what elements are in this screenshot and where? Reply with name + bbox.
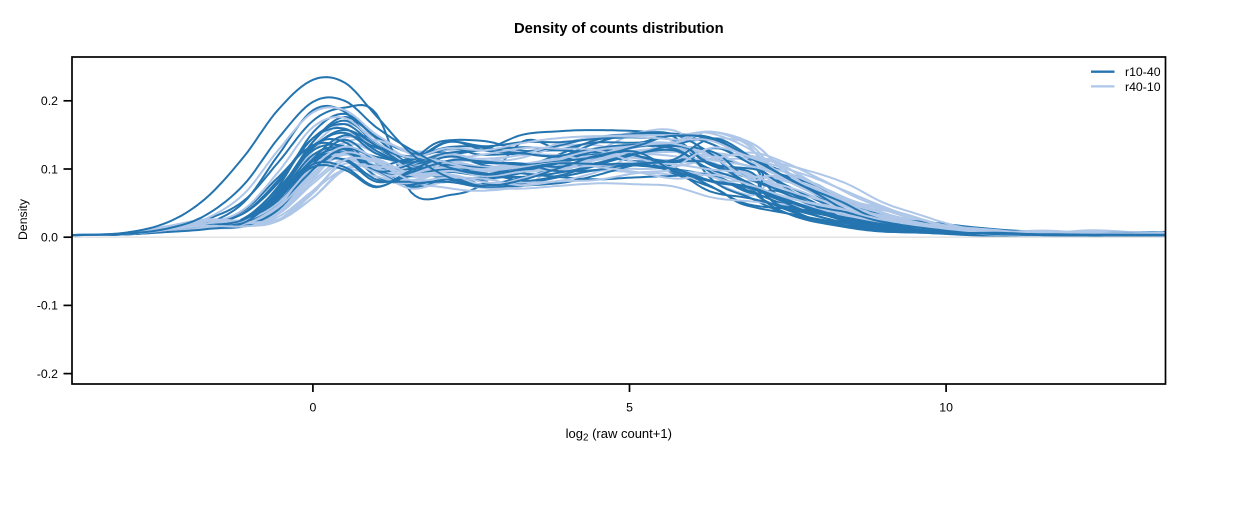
svg-text:10: 10 <box>939 401 953 415</box>
svg-text:r10-40: r10-40 <box>1125 65 1161 79</box>
svg-text:5: 5 <box>626 401 633 415</box>
svg-text:log2 (raw count+1): log2 (raw count+1) <box>566 426 672 444</box>
svg-text:-0.1: -0.1 <box>37 299 58 313</box>
svg-text:Density of counts distribution: Density of counts distribution <box>514 21 724 37</box>
svg-text:r40-10: r40-10 <box>1125 80 1161 94</box>
svg-text:0.0: 0.0 <box>41 231 58 245</box>
svg-text:0.2: 0.2 <box>41 94 58 108</box>
svg-text:0: 0 <box>309 401 316 415</box>
svg-text:Density: Density <box>16 198 30 240</box>
svg-text:0.1: 0.1 <box>41 162 58 176</box>
svg-text:-0.2: -0.2 <box>37 367 58 381</box>
